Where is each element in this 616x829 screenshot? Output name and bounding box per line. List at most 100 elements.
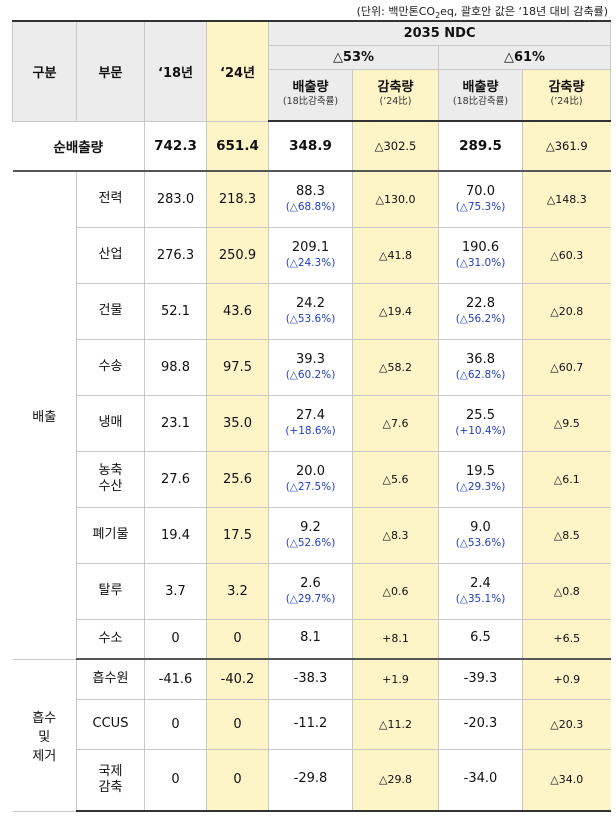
value-2024: 218.3 [206, 170, 269, 228]
emission-value: 9.0 [470, 520, 491, 535]
emission-value: -38.3 [293, 670, 328, 686]
sector-cell: 폐기물 [76, 506, 145, 564]
value-2024: 43.6 [206, 282, 269, 340]
emission-cell-b: 70.0 (△75.3%) [438, 170, 523, 228]
reduction-cell-a: △11.2 [352, 698, 439, 750]
header-2018: ‘18년 [144, 20, 207, 122]
reduction-cell-b: +6.5 [521, 618, 611, 660]
sector-cell: 국제 감축 [76, 748, 145, 812]
value-2018: 98.8 [144, 338, 207, 396]
emission-cell-b: 9.0 (△53.6%) [438, 506, 523, 564]
value-2018: 3.7 [144, 562, 207, 620]
value-2018: 19.4 [144, 506, 207, 564]
value-2018: 52.1 [144, 282, 207, 340]
reduction-rate: (△53.6%) [285, 312, 336, 325]
value-2018: 0 [144, 698, 207, 750]
reduction-cell-a: △5.6 [352, 450, 439, 508]
reduction-cell-a: △130.0 [352, 170, 439, 228]
reduction-rate: (△35.1%) [455, 592, 506, 605]
header-scenario-61: △61% [437, 44, 612, 70]
table-row: 폐기물 19.4 17.5 9.2 (△52.6%) △8.3 9.0 (△53.6%) △8.… [13, 506, 611, 564]
emission-cell-a: -29.8 [268, 748, 353, 812]
sector-cell: 탈루 [76, 562, 145, 620]
value-2024: 0 [206, 618, 269, 660]
value-2018: -41.6 [144, 658, 207, 700]
emission-cell-a: -38.3 [268, 658, 353, 700]
value-2024: 97.5 [206, 338, 269, 396]
emission-cell-b: 22.8 (△56.2%) [438, 282, 523, 340]
reduction-cell-b: △6.1 [521, 450, 611, 508]
reduction-cell-b: △8.5 [521, 506, 611, 564]
reduction-cell-a: △8.3 [352, 506, 439, 564]
emission-value: 22.8 [466, 296, 495, 311]
header-b-reduction: 감축량 (’24比) [521, 68, 612, 122]
table-row: 수송 98.8 97.5 39.3 (△60.2%) △58.2 36.8 (△62.8%) △… [13, 338, 611, 396]
reduction-cell-b: △20.3 [521, 698, 611, 750]
total-label: 순배출량 [12, 120, 145, 172]
header-a-reduction: 감축량 (’24比) [352, 68, 439, 122]
sector-cell: 냉매 [76, 394, 145, 452]
emission-value: 88.3 [296, 184, 325, 200]
reduction-cell-b: △0.8 [521, 562, 611, 620]
reduction-cell-b: △34.0 [521, 748, 611, 812]
value-2018: 276.3 [144, 226, 207, 284]
emission-cell-b: 19.5 (△29.3%) [438, 450, 523, 508]
value-2018: 23.1 [144, 394, 207, 452]
value-2024: 0 [206, 748, 269, 812]
reduction-cell-a: △7.6 [352, 394, 439, 452]
emission-value: -39.3 [463, 670, 498, 686]
reduction-rate: (△29.3%) [455, 480, 506, 493]
value-2024: 17.5 [206, 506, 269, 564]
table-row: 수소 0 0 8.1 +8.1 6.5 +6.5 [13, 618, 611, 660]
emission-value: 27.4 [296, 408, 325, 423]
reduction-cell-b: △60.3 [521, 226, 611, 284]
emission-cell-a: 8.1 [268, 618, 353, 660]
reduction-cell-a: △0.6 [352, 562, 439, 620]
value-2024: -40.2 [206, 658, 269, 700]
table-row: 흡수 및 제거 흡수원 -41.6 -40.2 -38.3 +1.9 -39.3 +0.9 [12, 658, 611, 812]
header-scenario-53: △53% [268, 44, 439, 70]
category-cell: 흡수 및 제거 [12, 658, 77, 812]
emission-value: 209.1 [291, 240, 330, 255]
emission-value: 20.0 [296, 464, 325, 479]
emission-value: 190.6 [461, 240, 500, 255]
emission-value: 25.5 [466, 408, 495, 423]
value-2024: 3.2 [206, 562, 269, 620]
emission-cell-a: 88.3 (△68.8%) [268, 170, 353, 228]
emission-cell-a: 209.1 (△24.3%) [268, 226, 353, 284]
emission-value: -11.2 [293, 715, 328, 731]
emission-cell-a: 20.0 (△27.5%) [268, 450, 353, 508]
reduction-rate: (△31.0%) [455, 256, 506, 269]
reduction-rate: (△68.8%) [285, 201, 336, 214]
value-2024: 0 [206, 698, 269, 750]
table-row: 국제 감축 0 0 -29.8 △29.8 -34.0 △34.0 [13, 748, 611, 812]
emission-cell-a: 27.4 (+18.6%) [268, 394, 353, 452]
reduction-rate: (△27.5%) [285, 480, 336, 493]
total-2018: 742.3 [144, 120, 207, 172]
emission-value: 2.6 [300, 576, 321, 591]
emission-value: 9.2 [300, 520, 321, 535]
total-row: 순배출량 742.3 651.4 348.9 △302.5 289.5 △361… [12, 120, 611, 172]
header-a-emission: 배출량 (18比감축률) [268, 68, 353, 122]
emission-cell-b: 25.5 (+10.4%) [438, 394, 523, 452]
reduction-rate: (△29.7%) [285, 592, 336, 605]
header-2024: ‘24년 [206, 20, 269, 122]
value-2018: 27.6 [144, 450, 207, 508]
reduction-rate: (△62.8%) [455, 368, 506, 381]
total-a-reduction: △302.5 [352, 120, 439, 172]
reduction-cell-a: △29.8 [352, 748, 439, 812]
total-2024: 651.4 [206, 120, 269, 172]
reduction-cell-a: +8.1 [352, 618, 439, 660]
table-row: 배출 전력 283.0 218.3 88.3 (△68.8%) △130.0 70.0 (△75… [12, 170, 611, 660]
sector-cell: CCUS [76, 698, 145, 750]
emission-value: 2.4 [470, 576, 491, 591]
reduction-cell-b: △60.7 [521, 338, 611, 396]
emission-cell-a: 9.2 (△52.6%) [268, 506, 353, 564]
table-row: CCUS 0 0 -11.2 △11.2 -20.3 △20.3 [13, 698, 611, 750]
reduction-cell-a: △58.2 [352, 338, 439, 396]
table-row: 산업 276.3 250.9 209.1 (△24.3%) △41.8 190.6 (△31.… [13, 226, 611, 284]
emission-cell-a: -11.2 [268, 698, 353, 750]
sector-cell: 농축 수산 [76, 450, 145, 508]
value-2024: 25.6 [206, 450, 269, 508]
header-b-emission: 배출량 (18比감축률) [438, 68, 523, 122]
